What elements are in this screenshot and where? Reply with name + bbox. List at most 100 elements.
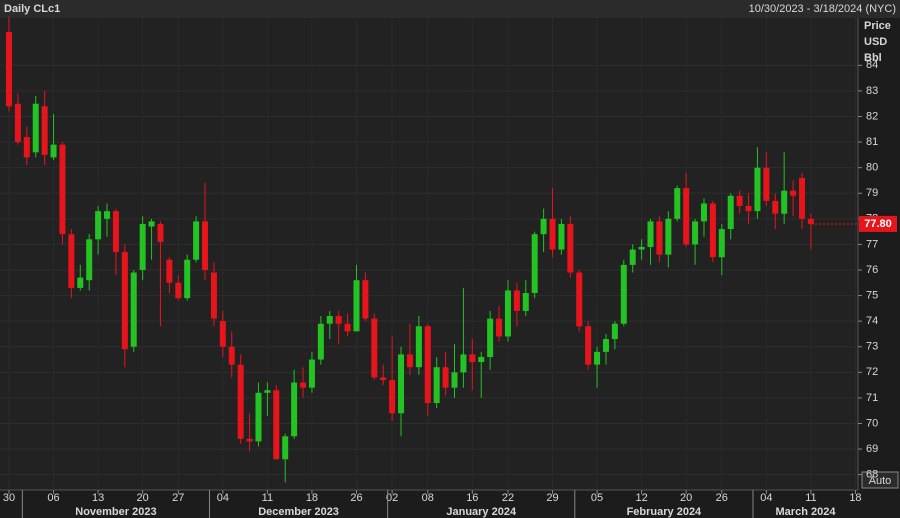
- last-price-label: 77.80: [864, 218, 892, 230]
- x-tick-label: 29: [546, 492, 558, 504]
- candle-body: [504, 290, 511, 337]
- candle-body: [736, 195, 743, 207]
- x-tick-label: 12: [635, 492, 647, 504]
- plot-area: [0, 18, 858, 490]
- candle-body: [665, 218, 672, 255]
- candle-body: [148, 221, 155, 227]
- candle-body: [531, 234, 538, 294]
- y-tick-label: 82: [866, 110, 878, 122]
- candle-body: [326, 316, 333, 324]
- candle-body: [602, 339, 609, 352]
- candle-body: [237, 364, 244, 439]
- candle-body: [139, 223, 146, 270]
- candle-body: [469, 354, 476, 363]
- auto-button[interactable]: [861, 471, 899, 489]
- candle-body: [451, 372, 458, 388]
- candle-body: [86, 239, 93, 281]
- candle-body: [184, 259, 191, 299]
- auto-button-label[interactable]: Auto: [869, 475, 892, 487]
- candle-body: [620, 264, 627, 324]
- candle-body: [157, 223, 164, 242]
- candle-body: [647, 221, 654, 247]
- candle-body: [807, 218, 814, 224]
- candle-body: [487, 318, 494, 357]
- last-price-box: [859, 215, 897, 232]
- candle-body: [406, 354, 413, 368]
- candle-body: [567, 223, 574, 273]
- candle-body: [371, 318, 378, 378]
- y-axis-label: Price: [864, 20, 891, 32]
- y-tick-label: 73: [866, 341, 878, 353]
- y-tick-label: 84: [866, 59, 878, 71]
- candle-body: [175, 282, 182, 299]
- candle-body: [513, 290, 520, 311]
- y-axis-label: Bbl: [864, 52, 882, 64]
- candle-body: [700, 203, 707, 222]
- candle-body: [353, 280, 360, 332]
- candle-body: [202, 221, 209, 270]
- y-tick-label: 79: [866, 187, 878, 199]
- x-tick-label: 08: [422, 492, 434, 504]
- x-tick-label: 04: [760, 492, 772, 504]
- candle-body: [433, 367, 440, 404]
- candle-body: [317, 323, 324, 360]
- candle-body: [228, 346, 235, 365]
- month-label: November 2023: [75, 506, 156, 518]
- y-tick-label: 72: [866, 366, 878, 378]
- x-tick-label: 11: [805, 492, 816, 504]
- candle-body: [282, 436, 289, 460]
- candle-body: [59, 144, 66, 235]
- candle-body: [32, 103, 39, 153]
- candle-body: [674, 188, 681, 219]
- candle-body: [638, 246, 645, 250]
- y-axis-label: USD: [864, 36, 887, 48]
- candle-body: [23, 136, 30, 158]
- x-tick-label: 11: [262, 492, 273, 504]
- candle-body: [41, 106, 48, 155]
- candle-body: [273, 390, 280, 460]
- candle-body: [656, 221, 663, 255]
- y-tick-label: 69: [866, 443, 878, 455]
- candle-body: [424, 326, 431, 404]
- chart-title: Daily CLc1: [4, 3, 60, 15]
- candle-body: [308, 359, 315, 388]
- month-label: December 2023: [258, 506, 339, 518]
- x-tick-label: 18: [306, 492, 318, 504]
- candle-body: [291, 382, 298, 437]
- x-tick-label: 02: [386, 492, 398, 504]
- candle-body: [558, 223, 565, 250]
- candle-body: [709, 203, 716, 258]
- candle-body: [478, 356, 485, 363]
- candle-body: [300, 382, 307, 388]
- y-tick-label: 83: [866, 85, 878, 97]
- candle-body: [763, 167, 770, 201]
- y-tick-label: 75: [866, 289, 878, 301]
- candle-body: [727, 195, 734, 230]
- candle-body: [219, 321, 226, 347]
- x-tick-label: 26: [716, 492, 728, 504]
- candle-body: [629, 249, 636, 265]
- y-tick-label: 77: [866, 238, 878, 250]
- candle-body: [781, 190, 788, 214]
- candle-body: [335, 316, 342, 324]
- x-tick-label: 05: [591, 492, 603, 504]
- y-tick-label: 80: [866, 162, 878, 174]
- candle-body: [683, 188, 690, 245]
- x-tick-label: 22: [502, 492, 514, 504]
- candle-body: [14, 103, 21, 143]
- candle-body: [585, 326, 592, 365]
- y-tick-label: 76: [866, 264, 878, 276]
- x-tick-label: 27: [172, 492, 184, 504]
- x-tick-label: 20: [137, 492, 149, 504]
- candle-body: [692, 221, 699, 245]
- x-tick-label: 16: [466, 492, 478, 504]
- x-tick-label: 06: [47, 492, 59, 504]
- candle-body: [540, 218, 547, 235]
- month-label: January 2024: [446, 506, 517, 518]
- candle-body: [112, 211, 119, 253]
- candle-body: [6, 32, 12, 107]
- x-tick-label: 26: [350, 492, 362, 504]
- candle-body: [754, 167, 761, 212]
- y-tick-label: 70: [866, 417, 878, 429]
